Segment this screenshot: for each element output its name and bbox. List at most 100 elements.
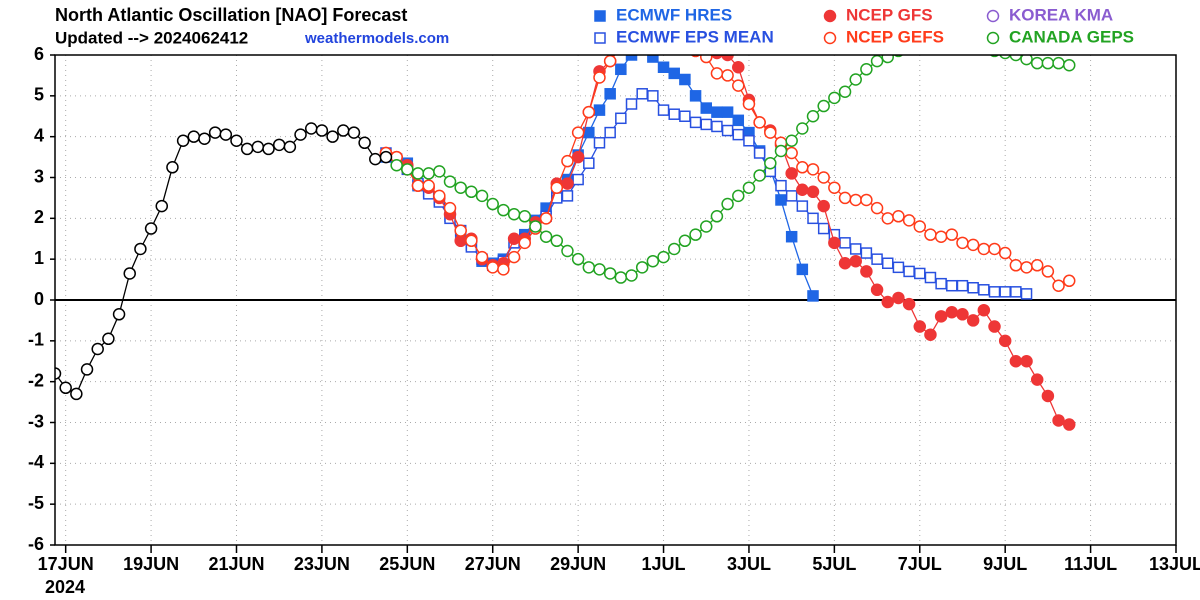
data-point	[155, 199, 169, 213]
source-label: weathermodels.com	[304, 30, 449, 47]
data-point	[625, 55, 638, 61]
data-point	[1030, 56, 1044, 70]
data-point	[956, 236, 969, 250]
data-point	[849, 243, 862, 255]
data-point	[369, 152, 382, 166]
x-tick-label: 23JUN	[294, 554, 350, 574]
y-tick-label: -3	[28, 411, 44, 431]
data-point	[55, 367, 62, 380]
plot-area	[55, 37, 1176, 431]
data-point	[796, 122, 809, 135]
data-point	[785, 146, 798, 160]
data-point	[1041, 265, 1055, 278]
data-point	[711, 120, 723, 133]
x-tick-label: 3JUL	[727, 554, 771, 574]
data-point	[796, 263, 809, 276]
data-point	[1030, 373, 1044, 386]
data-point	[806, 163, 820, 176]
data-point	[636, 88, 648, 100]
data-point	[764, 156, 777, 170]
data-point	[647, 55, 659, 63]
data-point	[721, 106, 734, 118]
data-point	[870, 283, 884, 297]
data-point	[454, 234, 467, 248]
data-point	[347, 126, 361, 139]
data-point	[465, 185, 478, 199]
data-point	[550, 181, 564, 194]
data-point	[828, 236, 841, 250]
data-point	[187, 130, 201, 143]
data-point	[315, 124, 329, 137]
y-tick-label: -5	[28, 493, 44, 513]
data-point	[711, 106, 723, 118]
data-point	[1020, 288, 1033, 300]
legend-label: ECMWF EPS MEAN	[616, 27, 774, 46]
data-point	[593, 71, 606, 84]
data-point	[977, 242, 991, 256]
data-point	[422, 167, 435, 180]
data-point	[657, 250, 670, 264]
data-point	[604, 88, 616, 100]
data-point	[571, 252, 585, 266]
data-point	[390, 159, 403, 172]
y-tick-label: 2	[34, 207, 44, 227]
y-tick-label: 6	[34, 44, 44, 64]
data-point	[903, 265, 915, 278]
data-point	[582, 105, 596, 119]
data-point	[1010, 286, 1022, 298]
y-tick-label: 1	[34, 248, 44, 268]
data-point	[966, 238, 980, 252]
data-point	[603, 55, 617, 68]
y-tick-label: -6	[28, 534, 44, 554]
data-point	[710, 210, 724, 223]
data-point	[968, 37, 979, 48]
data-point	[732, 61, 745, 74]
data-point	[70, 387, 83, 401]
y-tick-label: 4	[34, 125, 44, 145]
y-tick-label: -1	[28, 330, 44, 350]
chart-title: North Atlantic Oscillation [NAO] Forecas…	[55, 5, 407, 25]
data-point	[956, 308, 969, 321]
data-point	[870, 201, 884, 215]
data-point	[796, 161, 809, 174]
data-point	[796, 183, 809, 196]
data-point	[465, 234, 478, 248]
data-point	[539, 230, 553, 243]
data-point	[518, 210, 532, 223]
data-point	[721, 197, 734, 211]
data-point	[1041, 389, 1055, 403]
data-point	[1009, 355, 1023, 368]
data-point	[561, 177, 574, 190]
data-point	[625, 98, 638, 110]
data-point	[230, 134, 243, 147]
data-point	[860, 63, 873, 76]
data-point	[775, 179, 787, 192]
x-tick-label: 29JUN	[550, 554, 606, 574]
data-point	[924, 228, 937, 241]
data-point	[892, 261, 905, 274]
data-point	[785, 134, 798, 147]
data-point	[742, 181, 756, 194]
data-point	[871, 253, 883, 265]
axes: -6 -5 -4 -3 -2 -1 0 1 2 3 4 5 6 17JUN 19JUN 21JUN 23JUN 2…	[28, 44, 1200, 574]
data-point	[518, 236, 532, 250]
data-point	[1020, 261, 1033, 274]
data-point	[208, 126, 222, 139]
data-point	[593, 137, 606, 149]
data-point	[326, 130, 339, 143]
x-tick-label: 21JUN	[208, 554, 264, 574]
data-point	[838, 257, 852, 270]
data-point	[422, 179, 435, 192]
data-point	[945, 306, 959, 319]
data-point	[721, 124, 734, 137]
data-point	[807, 212, 819, 225]
data-point	[732, 128, 745, 141]
data-point	[881, 257, 894, 269]
data-point	[849, 254, 862, 268]
data-point	[604, 126, 616, 139]
data-point	[807, 290, 819, 302]
x-tick-label: 13JUL	[1149, 554, 1200, 574]
data-point	[668, 67, 680, 80]
data-point	[817, 199, 830, 213]
data-point	[497, 203, 510, 217]
